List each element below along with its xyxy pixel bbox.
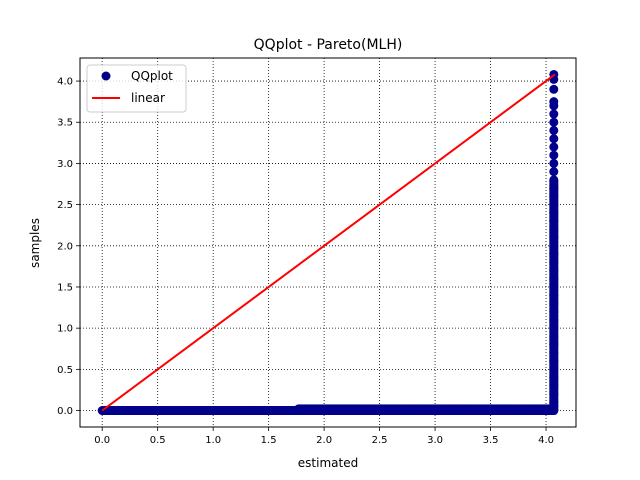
qq-point [549, 183, 559, 193]
linear-line [101, 73, 556, 412]
qq-point [549, 158, 559, 168]
qq-point [549, 282, 559, 292]
qq-point [549, 389, 559, 399]
y-axis-ticks: 0.0 0.5 1.0 1.5 2.0 2.5 3.0 3.5 4.0 [57, 77, 80, 417]
legend-label-qqplot: QQplot [131, 69, 173, 83]
x-axis-label: estimated [298, 456, 358, 470]
legend-box [86, 64, 187, 113]
qq-point [549, 249, 559, 259]
qq-point [549, 175, 559, 185]
qq-point [549, 117, 559, 127]
y-tick-label: 1.0 [57, 324, 73, 335]
axes-frame [79, 57, 577, 428]
qq-point [549, 150, 559, 160]
qq-point [549, 274, 559, 284]
y-tick-label: 0.5 [57, 365, 73, 376]
qq-point [549, 331, 559, 341]
qq-point [549, 348, 559, 358]
y-tick-label: 1.5 [57, 282, 73, 293]
qq-point [549, 364, 559, 374]
plot-area [97, 69, 559, 416]
qq-point [549, 200, 559, 210]
qq-point [549, 257, 559, 267]
x-tick-label: 1.5 [261, 435, 277, 446]
qq-point [549, 307, 559, 317]
x-tick-label: 1.0 [205, 435, 221, 446]
qq-point [549, 224, 559, 234]
qq-point [549, 290, 559, 300]
chart-title: QQplot - Pareto(MLH) [254, 37, 403, 53]
qq-point [549, 340, 559, 350]
qq-point [549, 142, 559, 152]
qq-point [549, 84, 559, 94]
qq-point [549, 266, 559, 276]
qq-point [549, 381, 559, 391]
y-tick-label: 3.5 [57, 118, 73, 129]
qq-point [549, 397, 559, 407]
y-tick-label: 4.0 [57, 77, 73, 88]
qq-point [549, 323, 559, 333]
qq-point [549, 356, 559, 366]
qq-point [549, 125, 559, 135]
x-tick-label: 2.5 [372, 435, 388, 446]
qq-point [549, 216, 559, 226]
y-tick-label: 2.0 [57, 241, 73, 252]
x-tick-label: 2.0 [316, 435, 332, 446]
y-tick-label: 2.5 [57, 200, 73, 211]
x-tick-label: 0.5 [150, 435, 166, 446]
x-tick-label: 0.0 [94, 435, 110, 446]
qq-point [549, 134, 559, 144]
legend-label-linear: linear [131, 91, 165, 105]
qq-point [549, 315, 559, 325]
x-axis-ticks: 0.0 0.5 1.0 1.5 2.0 2.5 3.0 3.5 4.0 [94, 427, 554, 446]
legend-marker-qqplot [101, 71, 111, 81]
x-tick-label: 3.5 [483, 435, 499, 446]
x-tick-label: 3.0 [427, 435, 443, 446]
qq-point [549, 373, 559, 383]
y-axis-label: samples [28, 218, 42, 268]
x-tick-label: 4.0 [538, 435, 554, 446]
qq-point [549, 167, 559, 177]
legend: QQplot linear [86, 64, 187, 113]
qq-point [549, 191, 559, 201]
y-tick-label: 3.0 [57, 159, 73, 170]
qq-point [549, 233, 559, 243]
qq-point [549, 241, 559, 251]
y-tick-label: 0.0 [57, 406, 73, 417]
qq-point [549, 97, 559, 107]
qq-point [549, 208, 559, 218]
qq-point [549, 109, 559, 119]
qq-point [549, 298, 559, 308]
